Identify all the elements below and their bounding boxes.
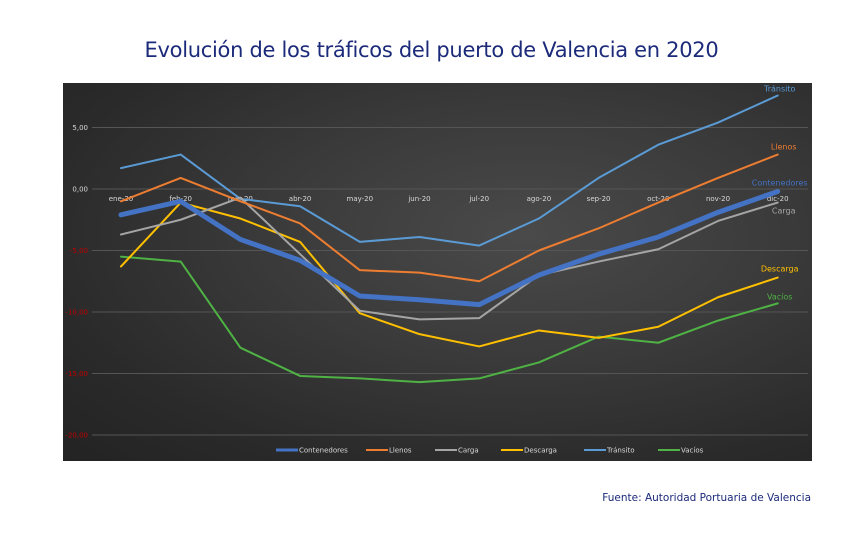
series-end-label: Llenos	[771, 143, 797, 152]
y-tick-label: 0,00	[72, 186, 88, 194]
series-end-label: Contenedores	[752, 178, 808, 187]
y-tick-label: 5,00	[72, 124, 88, 132]
chart-title: Evolución de los tráficos del puerto de …	[144, 38, 719, 62]
y-tick-label: -10,00	[65, 309, 88, 317]
legend: Contenedores Llenos Carga Descarga Tránsito V…	[276, 447, 704, 455]
y-tick-label: -5,00	[70, 247, 88, 255]
series-line-tránsito	[120, 94, 779, 247]
x-tick-label: jul-20	[468, 195, 489, 203]
legend-label: Vacíos	[681, 447, 704, 455]
series-line-contenedores	[118, 188, 781, 308]
x-tick-label: ago-20	[527, 195, 552, 203]
x-tick-label: nov-20	[706, 195, 730, 203]
series-end-label: Carga	[772, 207, 796, 216]
legend-label: Contenedores	[299, 447, 348, 455]
legend-label: Descarga	[524, 447, 557, 455]
x-tick-label: dic-20	[767, 195, 789, 203]
series-line-descarga	[120, 201, 779, 348]
series-end-labels: Contenedores Llenos Carga Descarga Tránsito V…	[752, 85, 808, 302]
legend-label: Tránsito	[606, 447, 634, 455]
x-tick-label: abr-20	[289, 195, 312, 203]
source-note: Fuente: Autoridad Portuaria de Valencia	[602, 492, 811, 504]
x-tick-label: jun-20	[407, 195, 430, 203]
x-axis-ticks: ene-20 feb-20 mar-20 abr-20 may-20 jun-20 jul-…	[109, 195, 789, 203]
series-end-label: Tránsito	[763, 85, 796, 94]
legend-label: Carga	[458, 447, 479, 455]
series-lines	[118, 94, 781, 384]
series-line-vacíos	[120, 255, 779, 384]
legend-label: Llenos	[389, 447, 412, 455]
series-end-label: Descarga	[761, 265, 799, 274]
series-end-label: Vacíos	[767, 292, 792, 301]
gridlines	[92, 127, 808, 436]
series-line-carga	[120, 196, 779, 321]
y-tick-label: -20,00	[65, 432, 88, 440]
y-axis-ticks: 5,00 0,00 -5,00 -10,00 -15,00 -20,00	[65, 124, 88, 440]
x-tick-label: oct-20	[647, 195, 669, 203]
x-tick-label: may-20	[347, 195, 374, 203]
chart-area: 5,00 0,00 -5,00 -10,00 -15,00 -20,00 ene-20 fe…	[63, 83, 812, 461]
x-tick-label: sep-20	[587, 195, 611, 203]
y-tick-label: -15,00	[65, 370, 88, 378]
line-chart: 5,000,00-5,00-10,00-15,00-20,00 ene-20 fe…	[65, 85, 808, 455]
x-tick-label: ene-20	[109, 195, 133, 203]
series-line-llenos	[120, 153, 779, 283]
